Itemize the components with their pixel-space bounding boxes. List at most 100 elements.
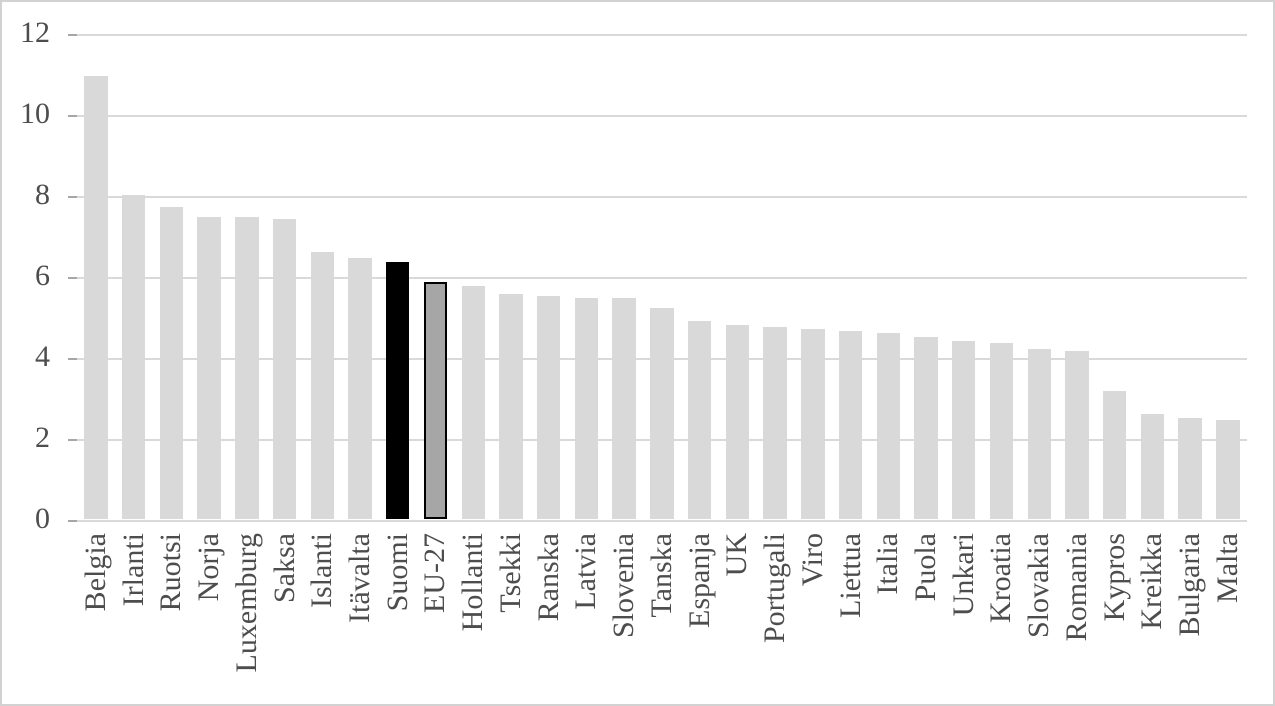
x-label-cell: Kreikka [1134, 533, 1172, 704]
bar-slot [681, 33, 719, 519]
x-tick-label: Latvia [569, 533, 603, 610]
x-label-cell: Liettua [832, 533, 870, 704]
x-label-cell: Itävalta [341, 533, 379, 704]
bar-slot [492, 33, 530, 519]
y-tick-label: 4 [35, 339, 50, 373]
bars-layer [77, 33, 1247, 519]
bar-bulgaria [1178, 417, 1202, 519]
x-label-cell: Luxemburg [228, 533, 266, 704]
bar-luxemburg [235, 217, 259, 519]
bar-slot [1020, 33, 1058, 519]
x-label-cell: Saksa [266, 533, 304, 704]
bar-slot [1171, 33, 1209, 519]
x-label-cell: Espanja [681, 533, 719, 704]
gridline [77, 34, 1247, 36]
y-axis-tick [68, 277, 77, 279]
plot-area [68, 33, 1247, 522]
x-label-cell: Norja [190, 533, 228, 704]
bar-kreikka [1140, 413, 1165, 519]
gridline [77, 520, 1247, 522]
bar-slot [530, 33, 568, 519]
x-tick-label: Ranska [531, 533, 565, 622]
x-tick-label: Puola [909, 533, 943, 602]
x-label-cell: Bulgaria [1171, 533, 1209, 704]
bar-liettua [838, 330, 863, 519]
y-axis: 0 2 4 6 8 10 12 [2, 18, 50, 534]
bar-italia [876, 332, 900, 519]
y-axis-tick [68, 114, 77, 117]
bar-ruotsi [159, 207, 184, 519]
x-tick-label: Portugali [758, 533, 792, 643]
x-label-cell: Slovenia [605, 533, 643, 704]
bar-slot [190, 33, 228, 519]
bar-eu-27 [423, 282, 448, 519]
bar-saksa [272, 219, 297, 519]
bar-slot [341, 33, 379, 519]
x-label-cell: Tanska [643, 533, 681, 704]
x-label-cell: Suomi [379, 533, 417, 704]
bar-slot [454, 33, 492, 519]
x-tick-label: Kypros [1097, 533, 1131, 622]
x-label-cell: Portugali [756, 533, 794, 704]
x-tick-label: Bulgaria [1173, 533, 1207, 637]
x-tick-label: Unkari [946, 533, 980, 617]
bar-slot [1058, 33, 1096, 519]
bar-norja [197, 217, 221, 519]
x-tick-label: Belgia [78, 533, 112, 612]
bar-slot [303, 33, 341, 519]
x-tick-label: Tsekki [493, 533, 527, 613]
x-tick-label: Slovenia [607, 533, 641, 638]
bar-unkari [952, 340, 976, 519]
bar-ranska [536, 296, 561, 519]
gridline [77, 195, 1247, 198]
x-label-cell: Viro [794, 533, 832, 704]
bar-portugali [763, 326, 787, 519]
gridline [77, 114, 1247, 117]
x-tick-label: UK [720, 533, 754, 577]
x-label-cell: Tsekki [492, 533, 530, 704]
x-label-cell: Irlanti [115, 533, 153, 704]
x-axis: Belgia Irlanti Ruotsi Norja Luxemburg Saksa Is… [77, 533, 1247, 704]
bar-slot [983, 33, 1021, 519]
bar-suomi [386, 261, 410, 519]
x-tick-label: Irlanti [116, 533, 150, 607]
bar-slot [77, 33, 115, 519]
gridline [77, 277, 1247, 279]
y-axis-tick [68, 439, 77, 441]
bar-slot [228, 33, 266, 519]
x-tick-label: Luxemburg [229, 533, 263, 673]
bar-belgia [84, 75, 108, 519]
y-axis-tick [68, 195, 77, 198]
bar-romania [1065, 350, 1089, 519]
x-label-cell: Ruotsi [152, 533, 190, 704]
x-label-cell: Romania [1058, 533, 1096, 704]
x-label-cell: Ranska [530, 533, 568, 704]
bar-slot [945, 33, 983, 519]
bar-slot [1096, 33, 1134, 519]
x-tick-label: Italia [871, 533, 905, 595]
y-axis-tick [68, 34, 77, 36]
bar-malta [1216, 419, 1240, 519]
bar-slot [1134, 33, 1172, 519]
y-tick-label: 6 [35, 259, 50, 292]
y-tick-label: 8 [35, 177, 50, 211]
x-label-cell: Unkari [945, 533, 983, 704]
x-tick-label: Espanja [682, 533, 716, 628]
bar-espanja [687, 320, 712, 519]
y-tick-label: 10 [20, 96, 50, 130]
bar-kroatia [989, 342, 1014, 519]
bar-slot [605, 33, 643, 519]
bar-slot [907, 33, 945, 519]
bar-slot [718, 33, 756, 519]
x-tick-label: EU-27 [418, 533, 452, 613]
bar-itävalta [348, 257, 372, 519]
x-tick-label: Romania [1059, 533, 1093, 642]
x-label-cell: Belgia [77, 533, 115, 704]
bar-hollanti [461, 286, 485, 519]
bar-slovakia [1027, 348, 1051, 519]
x-label-cell: Slovakia [1020, 533, 1058, 704]
x-tick-label: Viro [795, 533, 829, 587]
x-label-cell: UK [718, 533, 756, 704]
bar-slot [1209, 33, 1247, 519]
